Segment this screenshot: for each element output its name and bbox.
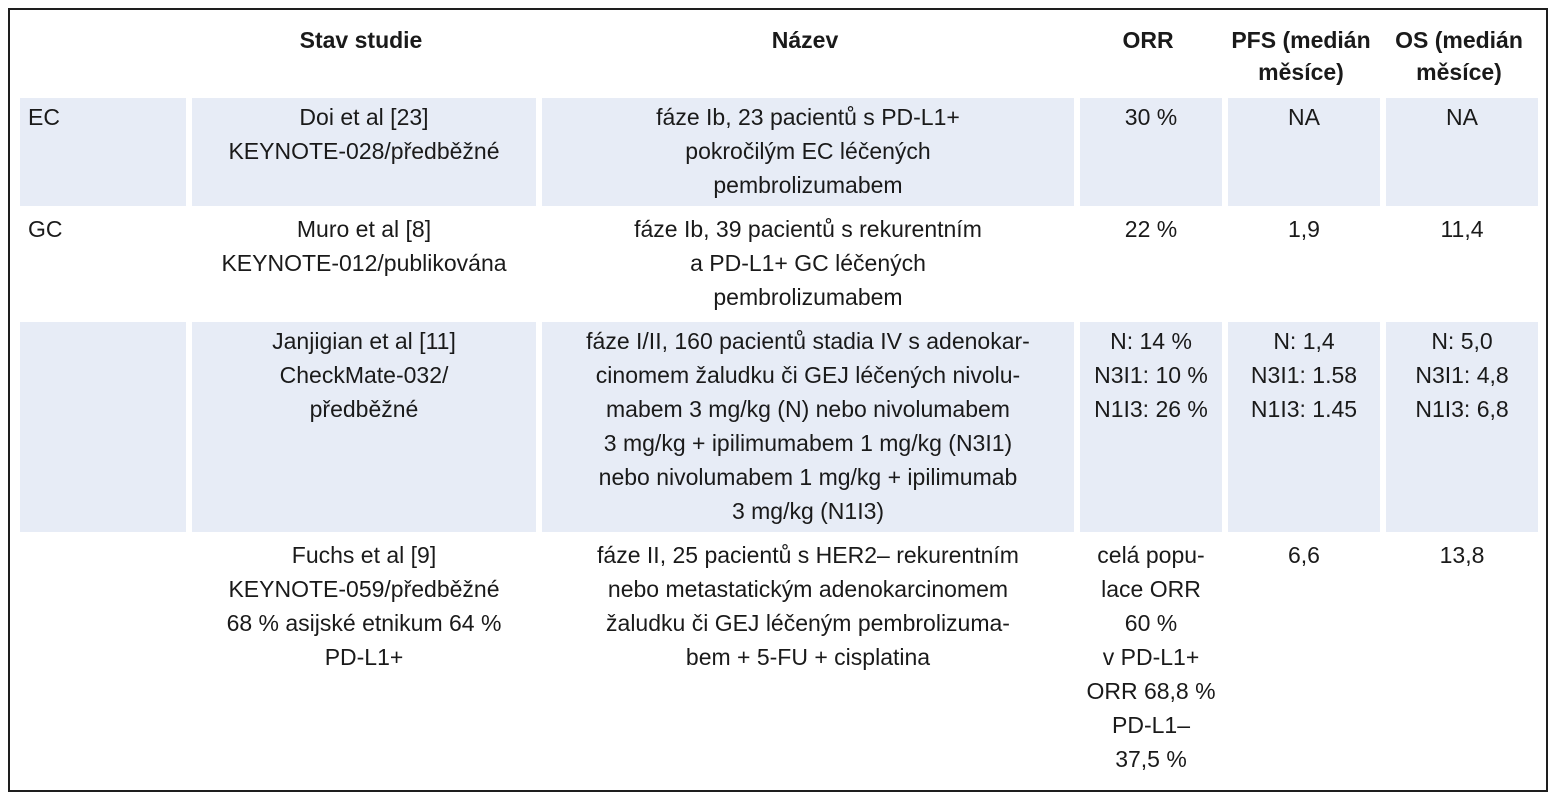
cell-pfs-line: N3I1: 1.58 [1250,362,1358,388]
cell-pfs: 1,9 [1222,206,1380,318]
cell-nazev-line: nebo nivolumabem 1 mg/kg + ipilimumab [598,464,1018,490]
table-row: GC Muro et al [8] KEYNOTE-012/publikována f… [20,206,1538,318]
cell-nazev-line: a PD-L1+ GC léčených [690,250,926,276]
header-pfs: PFS (medián měsíce) [1222,16,1380,94]
cell-nazev: fáze II, 25 pacientů s HER2– rekurentním… [536,532,1074,780]
header-os: OS (medián měsíce) [1380,16,1538,94]
cell-stav-studie: Doi et al [23] KEYNOTE-028/předběžné [186,94,536,206]
cell-nazev-line: fáze Ib, 23 pacientů s PD-L1+ [656,104,960,130]
table-row: Janjigian et al [11] CheckMate-032/předbě… [20,318,1538,532]
cell-os: 13,8 [1380,532,1538,780]
cell-group [20,532,186,780]
cell-os: NA [1380,94,1538,206]
cell-pfs-line: N: 1,4 [1273,328,1335,354]
cell-os-line: 13,8 [1439,542,1485,568]
cell-stav-studie: Muro et al [8] KEYNOTE-012/publikována [186,206,536,318]
cell-nazev-line: mabem 3 mg/kg (N) nebo nivolumabem [606,396,1010,422]
cell-os-line: NA [1446,104,1478,130]
cell-nazev: fáze Ib, 39 pacientů s rekurentním a PD-L… [536,206,1074,318]
cell-nazev-line: žaludku či GEJ léčeným pembrolizuma- [606,610,1010,636]
cell-pfs: 6,6 [1222,532,1380,780]
cell-os-line: N1I3: 6,8 [1415,396,1509,422]
cell-orr-line: N: 14 % [1110,328,1192,354]
cell-nazev-line: pembrolizumabem [713,172,903,198]
cell-orr: N: 14 % N3I1: 10 % N1I3: 26 % [1074,318,1222,532]
cell-orr: 30 % [1074,94,1222,206]
cell-nazev-line: nebo metastatickým adenokarcinomem [607,576,1009,602]
cell-stav-studie-line: PD-L1+ [324,644,404,670]
cell-orr-line: celá popu- [1097,542,1205,568]
cell-pfs-line: NA [1288,104,1320,130]
cell-stav-studie: Janjigian et al [11] CheckMate-032/předbě… [186,318,536,532]
cell-orr-line: PD-L1– [1112,712,1190,738]
cell-nazev-line: 3 mg/kg (N1I3) [731,498,885,524]
cell-os: 11,4 [1380,206,1538,318]
cell-nazev-line: pembrolizumabem [713,284,903,310]
cell-nazev-line: fáze I/II, 160 pacientů stadia IV s aden… [586,328,1030,354]
cell-stav-studie-line: Fuchs et al [9] [291,542,437,568]
cell-stav-studie-line: KEYNOTE-028/předběžné [228,138,500,164]
header-stav-studie: Stav studie [299,27,423,53]
cell-pfs-line: N1I3: 1.45 [1250,396,1358,422]
cell-stav-studie: Fuchs et al [9] KEYNOTE-059/předběžné 68 %… [186,532,536,780]
cell-orr-line: N3I1: 10 % [1094,362,1208,388]
cell-stav-studie-line: KEYNOTE-059/předběžné [228,576,500,602]
cell-stav-studie-line: Muro et al [8] [296,216,432,242]
cell-pfs-line: 1,9 [1288,216,1320,242]
cell-os-line: N: 5,0 [1431,328,1493,354]
cell-os-line: N3I1: 4,8 [1415,362,1509,388]
cell-stav-studie-line: CheckMate-032/ [279,362,449,388]
cell-nazev: fáze I/II, 160 pacientů stadia IV s aden… [536,318,1074,532]
cell-pfs-line: 6,6 [1288,542,1320,568]
cell-orr-line: 30 % [1124,104,1178,130]
header-pfs-line: PFS (medián [1231,27,1371,53]
cell-stav-studie-line: předběžné [309,396,419,422]
cell-group [20,318,186,532]
cell-os-line: 11,4 [1440,216,1484,242]
cell-orr-line: v PD-L1+ [1102,644,1200,670]
cell-orr-line: N1I3: 26 % [1094,396,1208,422]
cell-orr-line: 37,5 % [1115,746,1187,772]
cell-stav-studie-line: 68 % asijské etnikum 64 % [226,610,502,636]
header-row: Stav studie Název ORR PFS (medián měsíce… [20,16,1538,94]
header-pfs-line: měsíce) [1258,59,1344,85]
cell-orr-line: lace ORR [1101,576,1201,602]
table-row: Fuchs et al [9] KEYNOTE-059/předběžné 68 %… [20,532,1538,780]
header-orr: ORR [1122,27,1174,53]
table-frame: Stav studie Název ORR PFS (medián měsíce… [8,8,1548,792]
cell-orr-line: 60 % [1124,610,1178,636]
header-nazev: Název [771,27,839,53]
cell-pfs: N: 1,4 N3I1: 1.58 N1I3: 1.45 [1222,318,1380,532]
cell-stav-studie-line: Janjigian et al [11] [272,328,456,354]
cell-stav-studie-line: Doi et al [23] [299,104,429,130]
cell-nazev-line: pokročilým EC léčených [685,138,931,164]
table-row: EC Doi et al [23] KEYNOTE-028/předběžné fáz… [20,94,1538,206]
cell-nazev-line: fáze II, 25 pacientů s HER2– rekurentním [597,542,1019,568]
table-body: EC Doi et al [23] KEYNOTE-028/předběžné fáz… [20,94,1538,780]
header-os-line: OS (medián [1395,27,1523,53]
cell-orr: 22 % [1074,206,1222,318]
cell-stav-studie-line: KEYNOTE-012/publikována [221,250,507,276]
header-os-line: měsíce) [1416,59,1502,85]
cell-os: N: 5,0 N3I1: 4,8 N1I3: 6,8 [1380,318,1538,532]
header-group [20,16,186,94]
cell-orr-line: 22 % [1124,216,1178,242]
cell-pfs: NA [1222,94,1380,206]
cell-nazev-line: 3 mg/kg + ipilimumabem 1 mg/kg (N3I1) [603,430,1013,456]
cell-orr: celá popu-lace ORR 60 % v PD-L1+ ORR 68,8 %… [1074,532,1222,780]
cell-group: EC [20,94,186,206]
cell-nazev-line: cinomem žaludku či GEJ léčených nivolu- [595,362,1021,388]
cell-nazev: fáze Ib, 23 pacientů s PD-L1+ pokročilým … [536,94,1074,206]
cell-nazev-line: fáze Ib, 39 pacientů s rekurentním [634,216,982,242]
cell-nazev-line: bem + 5-FU + cisplatina [685,644,931,670]
results-table: Stav studie Název ORR PFS (medián měsíce… [20,16,1538,780]
cell-group: GC [20,206,186,318]
cell-orr-line: ORR 68,8 % [1086,678,1216,704]
